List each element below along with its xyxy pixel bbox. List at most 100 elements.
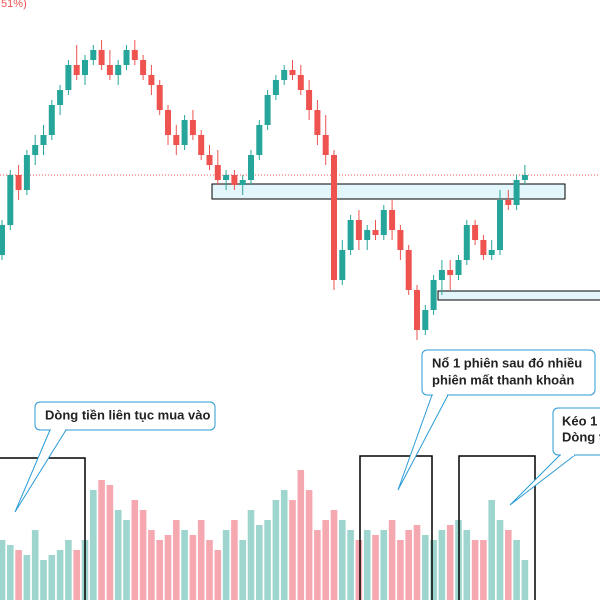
volume-bar [305,490,313,600]
candle-body [7,175,14,225]
volume-bar [521,560,529,600]
candle-body [98,50,105,65]
volume-bar [488,500,495,600]
annotation: Dòng t [562,429,600,444]
volume-bar [206,540,213,600]
candle-body [397,230,404,250]
callout-pointer [397,394,449,491]
volume-bar [438,530,446,600]
candle-body [339,250,346,280]
candle-body [447,270,454,275]
callout [552,407,600,456]
candle-body [256,125,263,155]
candle-body [156,85,163,110]
volume-bar [264,520,271,600]
candle-body [422,310,429,330]
candle-body [231,175,238,185]
candle-body [131,50,138,60]
candle-body [314,110,321,135]
candle-body [497,200,503,250]
volume-bar [463,530,471,600]
candle-body [272,80,279,95]
volume-bar [131,500,139,600]
candle-body [15,175,22,190]
volume-bar [197,520,205,600]
candle-body [380,210,387,235]
volume-bar [114,510,122,600]
candle-body [181,120,188,145]
candle-body [115,65,122,75]
volume-bar [430,540,437,600]
candle-body [521,175,528,180]
volume-bar [355,540,363,600]
volume-bar [446,525,454,600]
price-change: .51%) [0,0,27,10]
volume-bar [372,535,379,600]
volume-bar [189,535,197,600]
volume-bar [65,540,72,600]
candle-body [297,75,304,90]
volume-bar [280,490,288,600]
candle-body [505,200,512,205]
candle-body [82,60,88,75]
candle-body [123,50,130,65]
candle-body [480,240,487,255]
candle-body [239,180,246,185]
highlight-box [458,455,536,600]
volume-bar [397,540,404,600]
candle-body [347,220,354,250]
candle-body [173,135,180,145]
volume-bar [239,540,246,600]
candle-body [206,155,213,165]
volume-bar [7,545,14,600]
volume-bar [23,555,31,600]
candle-body [405,250,412,290]
volume-bar [471,540,479,600]
volume-bar [98,480,105,600]
callout-pointer [509,454,576,506]
candle-body [438,270,445,280]
candle-body [430,280,437,310]
candle-body [488,250,495,255]
support-zone [211,183,566,200]
candle-body [90,50,97,60]
volume-bar [388,520,396,600]
annotation: Nổ 1 phiên sau đó nhiều [432,355,582,370]
volume-bar [173,520,180,600]
candle-body [0,225,5,255]
volume-bar [289,500,296,600]
candle-body [148,75,155,85]
volume-bar [222,530,230,600]
volume-bar [73,550,80,600]
callout [34,401,216,431]
annotation: Dòng tiền liên tục mua vào [45,407,210,422]
volume-bar [247,510,255,600]
volume-bar [380,530,388,600]
candle-body [214,165,221,180]
candle-body [355,220,362,240]
volume-bar [106,485,114,600]
volume-bar [480,540,487,600]
volume-bar [156,540,163,600]
candle-body [140,60,147,75]
annotation: phiên mất thanh khoản [432,372,574,387]
volume-bar [339,520,346,600]
volume-bar [214,550,222,600]
candle-body [389,210,396,230]
candle-body [73,65,80,75]
volume-bar [181,530,188,600]
candle-body [289,70,296,75]
volume-bar [322,520,329,600]
volume-bar [272,500,280,600]
candle-body [106,65,113,75]
highlight-box [359,455,433,600]
volume-bar [0,540,6,600]
candle-body [65,65,72,90]
volume-bar [48,555,56,600]
volume-bar [405,530,412,600]
candle-body [322,135,329,155]
volume-bar [148,530,155,600]
candle-body [189,120,196,135]
volume-bar [164,535,172,600]
